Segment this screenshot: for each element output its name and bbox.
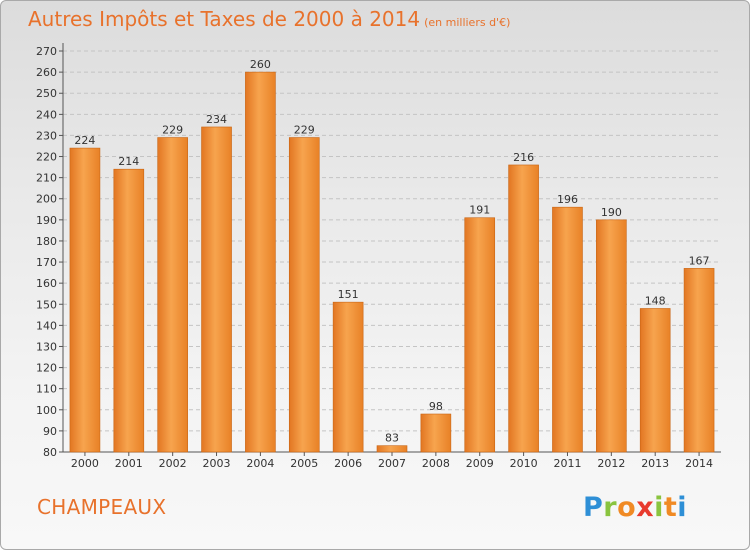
proxiti-logo: Proxiti	[583, 492, 687, 523]
x-tick-label-2003: 2003	[203, 457, 231, 470]
logo-letter: r	[603, 492, 618, 523]
logo-letter: x	[636, 492, 655, 523]
y-tick-label: 160	[36, 277, 57, 290]
y-tick-label: 130	[36, 340, 57, 353]
value-label-2000: 224	[74, 134, 95, 147]
value-label-2014: 167	[689, 254, 710, 267]
bar-2001	[113, 168, 145, 453]
y-tick-label: 110	[36, 383, 57, 396]
bar-2005	[288, 137, 320, 453]
logo-letter: i	[654, 492, 664, 523]
value-label-2006: 151	[338, 288, 359, 301]
chart-unit: (en milliers d'€)	[424, 16, 511, 29]
x-tick-label-2006: 2006	[334, 457, 362, 470]
y-tick-label: 200	[36, 193, 57, 206]
bar-2012	[596, 219, 627, 453]
y-tick-label: 150	[36, 298, 57, 311]
y-tick-label: 80	[43, 446, 57, 459]
x-tick-label-2011: 2011	[553, 457, 581, 470]
value-label-2010: 216	[513, 151, 534, 164]
y-tick-label: 220	[36, 151, 57, 164]
bar-2014	[683, 268, 715, 453]
value-label-2009: 191	[469, 204, 490, 217]
value-label-2002: 229	[162, 124, 183, 137]
logo-letter: o	[617, 492, 637, 523]
bar-2007	[376, 445, 408, 453]
x-tick-label-2002: 2002	[159, 457, 187, 470]
value-label-2001: 214	[118, 155, 139, 168]
logo-letter: P	[583, 492, 604, 523]
commune-name: CHAMPEAUX	[37, 495, 167, 519]
logo-letter: i	[677, 492, 688, 523]
x-tick-label-2004: 2004	[246, 457, 274, 470]
value-label-2008: 98	[429, 400, 443, 413]
y-tick-label: 170	[36, 256, 57, 269]
bar-2008	[420, 413, 452, 453]
value-label-2005: 229	[294, 124, 315, 137]
y-tick-label: 140	[36, 319, 57, 332]
x-tick-label-2010: 2010	[510, 457, 538, 470]
y-tick-label: 230	[36, 129, 57, 142]
y-tick-label: 100	[36, 404, 57, 417]
x-tick-label-2012: 2012	[597, 457, 625, 470]
chart-title: Autres Impôts et Taxes de 2000 à 2014 (en…	[28, 7, 510, 31]
y-tick-label: 260	[36, 66, 57, 79]
value-label-2011: 196	[557, 193, 578, 206]
y-tick-label: 270	[36, 45, 57, 58]
value-label-2013: 148	[645, 294, 666, 307]
y-tick-label: 180	[36, 235, 57, 248]
x-tick-label-2009: 2009	[466, 457, 494, 470]
bar-2010	[508, 164, 539, 453]
chart-title-text: Autres Impôts et Taxes de 2000 à 2014	[28, 7, 421, 31]
x-tick-label-2013: 2013	[641, 457, 669, 470]
y-tick-label: 240	[36, 108, 57, 121]
x-tick-label-2005: 2005	[290, 457, 318, 470]
bar-2009	[464, 217, 496, 453]
logo-letter: t	[663, 492, 678, 523]
value-label-2003: 234	[206, 113, 227, 126]
bar-2004	[245, 71, 276, 453]
value-label-2007: 83	[385, 432, 399, 445]
bars	[69, 71, 715, 453]
bar-2006	[332, 301, 364, 453]
value-label-2004: 260	[250, 58, 271, 71]
bar-2000	[69, 147, 101, 453]
x-tick-label-2000: 2000	[71, 457, 99, 470]
labels: 224 2000 214 2001 229 2002 234 2003 260 2004 229 20…	[71, 58, 713, 470]
y-tick-label: 90	[43, 425, 57, 438]
bar-2013	[639, 308, 671, 453]
bar-2003	[201, 126, 232, 453]
x-tick-label-2008: 2008	[422, 457, 450, 470]
bar-2011	[552, 206, 583, 453]
y-tick-label: 210	[36, 172, 57, 185]
x-tick-label-2014: 2014	[685, 457, 713, 470]
y-tick-label: 250	[36, 87, 57, 100]
y-tick-label: 190	[36, 214, 57, 227]
value-label-2012: 190	[601, 206, 622, 219]
x-tick-label-2007: 2007	[378, 457, 406, 470]
y-tick-label: 120	[36, 362, 57, 375]
bar-2002	[157, 137, 188, 453]
x-tick-label-2001: 2001	[115, 457, 143, 470]
